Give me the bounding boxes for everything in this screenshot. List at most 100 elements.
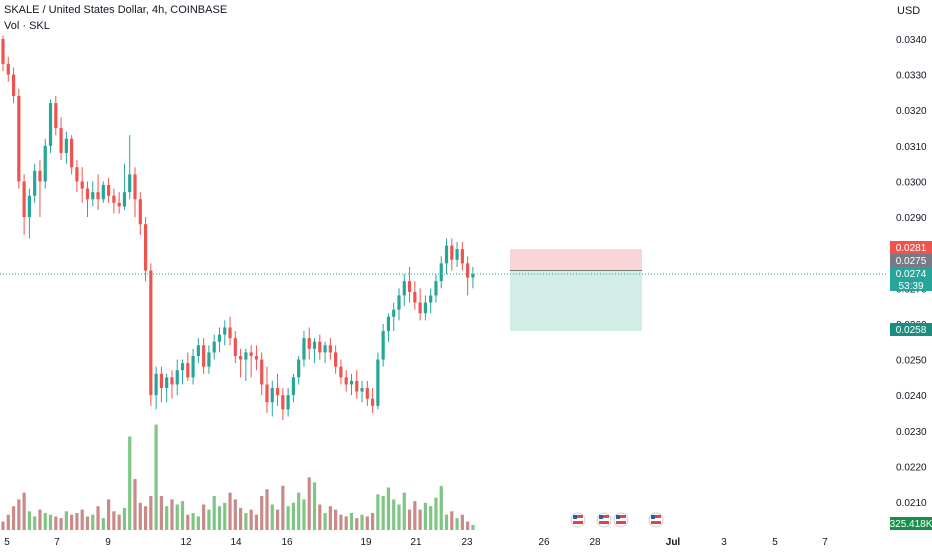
candle-body [6, 63, 10, 75]
volume-bar [191, 513, 195, 530]
event-markers [570, 512, 664, 528]
volume-bars [1, 424, 475, 530]
time-tick-label: 5 [4, 537, 10, 548]
candle-body [460, 249, 464, 264]
price-tick-label: 0.0330 [896, 71, 927, 82]
volume-bar [328, 506, 332, 530]
last-price-label-bg [890, 267, 932, 280]
entry-price-label-text: 0.0275 [896, 256, 927, 267]
volume-bar [202, 504, 206, 530]
candle-body [239, 355, 243, 360]
candle-body [54, 103, 58, 129]
candle-body [265, 384, 269, 403]
candle-body [165, 377, 169, 389]
candle-body [344, 377, 348, 385]
currency-label[interactable]: USD [897, 5, 921, 17]
volume-bar [413, 501, 417, 530]
time-tick-label: 7 [54, 537, 60, 548]
volume-bar [386, 487, 391, 530]
candle-body [349, 380, 354, 385]
time-tick-label: Jul [666, 537, 681, 548]
volume-bar [376, 494, 380, 530]
price-tick-label: 0.0210 [896, 498, 927, 509]
volume-bar [275, 509, 280, 530]
candle-body [471, 274, 475, 278]
candle-body [70, 138, 74, 168]
volume-bar [291, 502, 295, 530]
volume-bar [349, 513, 354, 530]
candle-body [17, 95, 21, 182]
candle-body [455, 249, 459, 260]
candle-body [376, 359, 380, 406]
candle-body [223, 327, 227, 335]
candle-body [413, 291, 417, 303]
countdown-label-bg [890, 280, 932, 291]
candle-body [233, 338, 237, 356]
volume-bar [302, 499, 306, 530]
flag-icon-canton [616, 515, 620, 519]
countdown-label-text: 53:39 [898, 281, 923, 292]
candle-body [133, 174, 137, 200]
volume-bar [6, 514, 10, 530]
candle-body [323, 345, 327, 353]
target-price-label-text: 0.0258 [896, 325, 927, 336]
volume-bar [239, 507, 243, 530]
time-tick-label: 16 [281, 537, 293, 548]
volume-bar [402, 492, 406, 530]
candle-body [318, 341, 322, 353]
volume-bar [434, 497, 438, 530]
candle-body [360, 388, 364, 392]
candle-body [91, 192, 95, 200]
candle-body [355, 380, 359, 392]
candle-body [107, 185, 111, 196]
volume-bar [133, 479, 137, 530]
time-tick-label: 5 [772, 537, 778, 548]
flag-icon [596, 512, 612, 528]
volume-bar [159, 496, 163, 530]
volume-bar [312, 482, 317, 530]
flag-icon-stripe [616, 518, 626, 521]
flag-icon-stripe [599, 521, 609, 524]
time-tick-label: 26 [538, 537, 550, 548]
flag-icon-stripe [599, 518, 609, 521]
price-tick-label: 0.0320 [896, 106, 927, 117]
volume-bar [297, 492, 301, 530]
volume-bar [117, 514, 121, 530]
candle-body [212, 341, 216, 353]
candle-body [423, 302, 427, 314]
volume-bar [260, 496, 264, 530]
volume-bar [397, 504, 401, 530]
candle-body [48, 103, 53, 146]
candles [1, 35, 475, 421]
price-tick-label: 0.0230 [896, 427, 927, 438]
candle-body [254, 355, 259, 360]
volume-bar [429, 506, 433, 530]
candle-body [170, 377, 174, 385]
price-tick-label: 0.0310 [896, 142, 927, 153]
volume-bar [80, 509, 84, 530]
candle-body [297, 359, 301, 378]
volume-bar [365, 516, 369, 530]
target-price-label-bg [890, 323, 932, 336]
candle-body [381, 331, 385, 360]
volume-bar [244, 513, 248, 530]
flag-icon-stripe [599, 515, 609, 518]
time-tick-label: 21 [410, 537, 422, 548]
candle-body [286, 395, 290, 410]
volume-bar [450, 511, 454, 530]
flag-icon-canton [599, 515, 603, 519]
candle-body [122, 192, 127, 207]
candle-body [249, 352, 253, 356]
candle-body [191, 355, 195, 378]
candle-body [85, 188, 90, 200]
volume-bar [75, 513, 79, 530]
candle-body [402, 281, 406, 296]
time-tick-label: 28 [589, 537, 601, 548]
time-tick-label: 3 [721, 537, 727, 548]
volume-bar [96, 506, 100, 530]
volume-bar [270, 504, 274, 530]
candle-body [75, 167, 79, 182]
flag-icon-stripe [651, 518, 661, 521]
